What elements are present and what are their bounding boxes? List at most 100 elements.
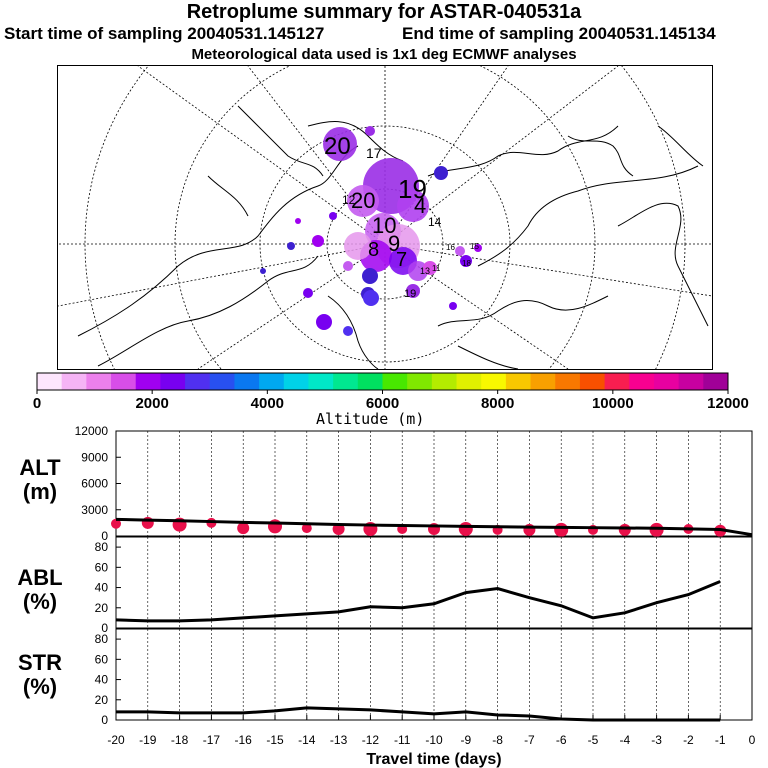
colorbar-cell xyxy=(357,373,383,390)
altitude-colorbar xyxy=(36,372,729,394)
plume-labels: 20 17 19 14 12 20 4 10 19 13 16 9 8 7 11… xyxy=(324,133,479,300)
x-tick-label: -14 xyxy=(298,733,316,747)
str-series-line xyxy=(116,706,721,722)
colorbar-cell xyxy=(37,373,63,390)
str-label-bottom: (%) xyxy=(22,674,58,699)
y-tick-label: 20 xyxy=(95,601,109,615)
colorbar-cell xyxy=(604,373,630,390)
colorbar-tick-label: 12000 xyxy=(707,395,749,412)
y-tick-label: 60 xyxy=(95,560,109,574)
plume-label: 20 xyxy=(351,188,375,213)
colorbar-cell xyxy=(629,373,655,390)
colorbar-cell xyxy=(234,373,260,390)
map-graticule xyxy=(58,66,712,369)
map-coastlines xyxy=(77,105,709,369)
colorbar-tick-label: 2000 xyxy=(135,395,169,412)
altitude-dot xyxy=(649,522,664,537)
plume-label: 19 xyxy=(398,174,427,204)
colorbar-label: Altitude (m) xyxy=(316,410,425,428)
end-time: End time of sampling 20040531.145134 xyxy=(402,24,716,43)
colorbar-cell xyxy=(407,373,433,390)
x-tick-label: -3 xyxy=(651,733,662,747)
colorbar-cell xyxy=(555,373,581,390)
altitude-dot xyxy=(301,523,312,534)
plume-label: 4 xyxy=(414,193,426,218)
x-tick-label: -9 xyxy=(460,733,471,747)
x-tick-label: -16 xyxy=(235,733,253,747)
y-tick-label: 6000 xyxy=(81,477,108,491)
colorbar-cell xyxy=(678,373,704,390)
x-tick-label: 0 xyxy=(749,733,756,747)
altitude-dot xyxy=(237,522,250,535)
colorbar-cell xyxy=(135,373,161,390)
plume-label: 20 xyxy=(324,133,351,160)
colorbar-cell xyxy=(308,373,334,390)
x-tick-label: -8 xyxy=(492,733,503,747)
x-tick-label: -10 xyxy=(425,733,443,747)
colorbar-cell xyxy=(111,373,137,390)
y-tick-label: 0 xyxy=(101,621,108,635)
alt-label-top: ALT xyxy=(19,455,61,480)
y-tick-label: 3000 xyxy=(81,503,108,517)
colorbar-cell xyxy=(283,373,309,390)
str-panel: 0 20 40 60 80 xyxy=(95,628,753,727)
alt-panel: 0 3000 6000 9000 12000 xyxy=(75,424,753,543)
plume-label: 15 xyxy=(470,242,479,251)
x-tick-label: -5 xyxy=(588,733,599,747)
colorbar-cell xyxy=(431,373,458,390)
colorbar-tick-label: 8000 xyxy=(480,395,515,412)
altitude-dot xyxy=(458,522,473,536)
x-tick-label: -13 xyxy=(330,733,348,747)
altitude-dot xyxy=(111,518,121,529)
abl-panel: 0 20 40 60 80 xyxy=(95,536,753,635)
plume-label: 13 xyxy=(420,266,430,276)
y-tick-label: 40 xyxy=(95,673,109,687)
plume-label: 19 xyxy=(404,288,416,300)
x-tick-label: -12 xyxy=(362,733,380,747)
plume-markers xyxy=(260,126,482,336)
y-tick-label: 20 xyxy=(95,693,109,707)
x-tick-label: -1 xyxy=(715,733,726,747)
abl-series-line xyxy=(115,580,721,623)
y-tick-label: 12000 xyxy=(75,424,109,438)
colorbar-tick-label: 6000 xyxy=(365,395,400,412)
x-tick-label: -18 xyxy=(171,733,189,747)
abl-label-bottom: (%) xyxy=(22,589,58,614)
colorbar-cell xyxy=(61,373,87,390)
start-time: Start time of sampling 20040531.145127 xyxy=(4,24,325,43)
x-tick-label: -6 xyxy=(556,733,567,747)
plume-label: 7 xyxy=(396,249,407,271)
x-tick-label: -15 xyxy=(266,733,284,747)
abl-label-top: ABL xyxy=(17,565,63,590)
abl-axis-label: ABL (%) xyxy=(0,566,80,614)
colorbar-cell xyxy=(259,373,285,390)
colorbar-cell xyxy=(703,373,729,390)
x-axis-label: Travel time (days) xyxy=(366,751,501,768)
plume-label: 8 xyxy=(368,239,379,261)
colorbar-cell xyxy=(505,373,532,390)
chart-title: Retroplume summary for ASTAR-040531a xyxy=(186,1,582,23)
polar-map: 20 17 19 14 12 20 4 10 19 13 16 9 8 7 11… xyxy=(57,65,713,370)
colorbar-cell xyxy=(481,373,507,390)
colorbar-cell xyxy=(382,373,408,390)
colorbar-cell xyxy=(86,373,112,390)
y-tick-label: 0 xyxy=(101,713,108,727)
colorbar-cell xyxy=(160,373,186,390)
plume-label: 17 xyxy=(366,145,382,161)
plume-label: 9 xyxy=(388,231,400,256)
altitude-dot xyxy=(618,523,631,536)
colorbar-cell xyxy=(653,373,680,390)
colorbar-cell xyxy=(579,373,606,390)
y-tick-label: 9000 xyxy=(81,450,108,464)
str-axis-label: STR (%) xyxy=(0,651,80,699)
altitude-dot xyxy=(554,522,569,537)
plume-label: 16 xyxy=(446,243,455,252)
x-tick-label: -20 xyxy=(107,733,125,747)
x-tick-label: -2 xyxy=(683,733,694,747)
x-tick-label: -17 xyxy=(203,733,221,747)
colorbar-cell xyxy=(209,373,235,390)
colorbar-cell xyxy=(333,373,359,390)
colorbar-tick-label: 10000 xyxy=(591,395,634,412)
alt-series-line xyxy=(115,517,753,537)
